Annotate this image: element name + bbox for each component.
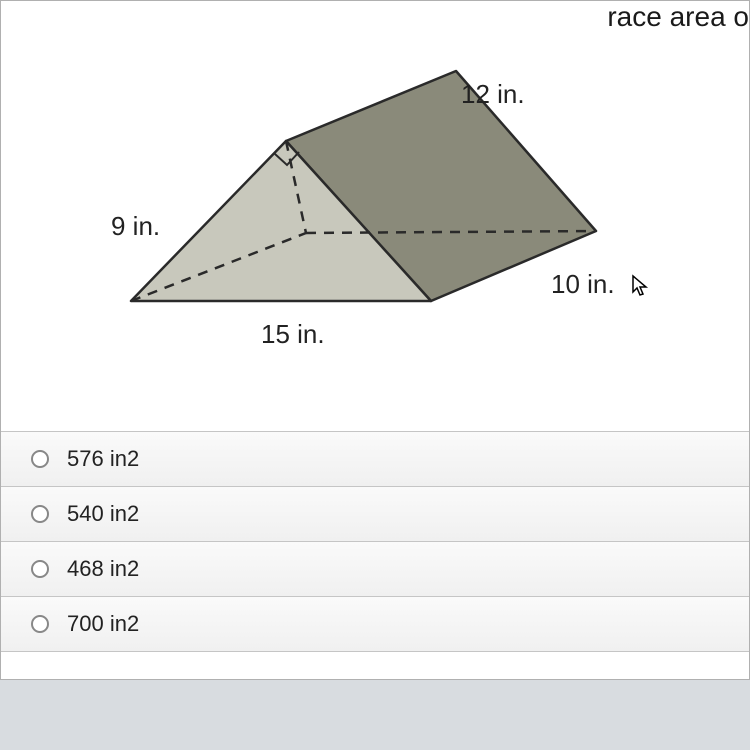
outer-background [0,680,750,750]
label-top-edge: 12 in. [461,79,525,110]
label-bottom-front: 15 in. [261,319,325,350]
option-row[interactable]: 540 in2 [1,486,749,541]
quiz-container: race area o 12 in. 9 in. 10 in. 15 in. 5 [0,0,750,680]
option-label: 540 in2 [67,501,139,527]
option-label: 700 in2 [67,611,139,637]
prism-diagram: 12 in. 9 in. 10 in. 15 in. [61,41,641,381]
radio-icon[interactable] [31,450,49,468]
answer-options: 576 in2 540 in2 468 in2 700 in2 [1,431,749,652]
option-row[interactable]: 468 in2 [1,541,749,596]
option-row[interactable]: 576 in2 [1,431,749,486]
radio-icon[interactable] [31,560,49,578]
label-left-slant: 9 in. [111,211,160,242]
label-right-depth: 10 in. [551,269,615,300]
question-partial-text: race area o [607,1,749,33]
radio-icon[interactable] [31,505,49,523]
option-label: 468 in2 [67,556,139,582]
option-row[interactable]: 700 in2 [1,596,749,652]
option-label: 576 in2 [67,446,139,472]
radio-icon[interactable] [31,615,49,633]
